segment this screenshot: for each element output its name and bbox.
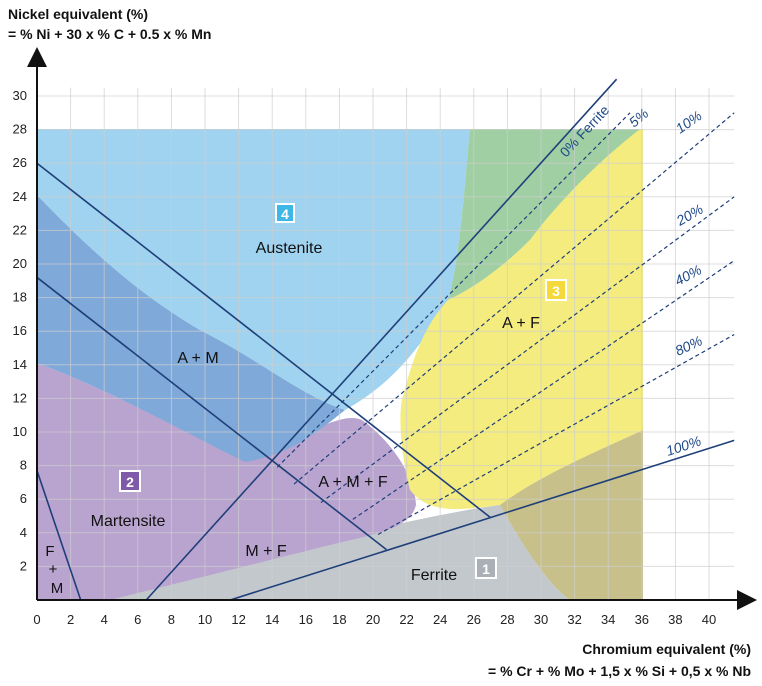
y-tick-label: 16 <box>13 323 27 338</box>
y-tick-label: 10 <box>13 424 27 439</box>
x-tick-label: 18 <box>332 612 346 627</box>
x-tick-label: 28 <box>500 612 514 627</box>
ferrite-line-1 <box>276 112 631 468</box>
badge-martensite <box>119 470 141 492</box>
x-tick-label: 12 <box>231 612 245 627</box>
badge-austenite-number: 4 <box>281 206 289 222</box>
label-austenite: Austenite <box>256 240 323 257</box>
label-10-percent: 10% <box>673 107 705 136</box>
badge-ferrite-number: 1 <box>482 561 490 577</box>
y-tick-label: 18 <box>13 290 27 305</box>
y-tick-label: 26 <box>13 155 27 170</box>
label-40-percent: 40% <box>672 261 704 288</box>
ferrite-line-3 <box>320 196 735 504</box>
x-tick-label: 6 <box>134 612 141 627</box>
ferrite-line-6 <box>229 439 735 601</box>
x-tick-label: 34 <box>601 612 615 627</box>
badge-ferrite <box>475 557 497 579</box>
x-axis-title-line1: Chromium equivalent (%) <box>582 641 751 657</box>
y-tick-label: 28 <box>13 122 27 137</box>
ferrite-olive-zone <box>500 430 643 600</box>
badge-martensite-number: 2 <box>126 474 134 490</box>
label-martensite-ferrite: M + F <box>245 543 287 560</box>
ferrite-line-0 <box>145 78 618 601</box>
label-austenite-martensite-ferrite: A + M + F <box>318 474 388 491</box>
x-tick-label: 2 <box>67 612 74 627</box>
austenite-zone <box>37 129 470 410</box>
boundary-line-austenite-martensite-lower <box>36 276 387 551</box>
y-tick-label: 20 <box>13 256 27 271</box>
x-tick-label: 22 <box>399 612 413 627</box>
x-tick-label: 20 <box>366 612 380 627</box>
x-tick-label: 14 <box>265 612 279 627</box>
boundary-line-austenite-martensite-upper <box>36 162 492 519</box>
x-ticks-layer: 0 2 4 6 8 10 12 14 16 18 20 22 24 26 28 30 32 34 36 38 40 <box>33 612 716 627</box>
y-tick-label: 4 <box>20 525 27 540</box>
badge-austenite-ferrite-number: 3 <box>552 283 560 299</box>
label-austenite-martensite: A + M <box>177 350 218 367</box>
x-axis-title-line2: = % Cr + % Mo + 1,5 x % Si + 0,5 x % Nb <box>488 663 751 679</box>
ferrite-line-5 <box>377 334 735 536</box>
y-tick-label: 30 <box>13 88 27 103</box>
x-tick-label: 24 <box>433 612 447 627</box>
label-100-percent: 100% <box>664 433 703 459</box>
ferrite-lines-layer <box>145 78 735 601</box>
badge-austenite-ferrite <box>545 279 567 301</box>
y-tick-label: 8 <box>20 458 27 473</box>
x-tick-label: 40 <box>702 612 716 627</box>
boundary-lines-layer <box>36 162 492 601</box>
y-axis-title-line2: = % Ni + 30 x % C + 0.5 x % Mn <box>8 26 211 42</box>
label-fm-line2: + <box>49 561 58 578</box>
x-tick-label: 16 <box>299 612 313 627</box>
y-tick-label: 6 <box>20 491 27 506</box>
x-tick-label: 8 <box>168 612 175 627</box>
regions-layer <box>37 129 643 600</box>
label-martensite: Martensite <box>91 513 166 530</box>
austenite-martensite-zone <box>37 195 345 462</box>
y-tick-label: 22 <box>13 222 27 237</box>
y-tick-label: 14 <box>13 357 27 372</box>
region-labels: 4 Austenite 2 Martensite 3 A + F 1 Ferri… <box>45 203 567 597</box>
ferrite-line-2 <box>293 112 735 485</box>
x-tick-label: 0 <box>33 612 40 627</box>
x-tick-label: 26 <box>467 612 481 627</box>
label-fm-line1: F <box>45 543 54 560</box>
x-tick-label: 36 <box>635 612 649 627</box>
x-tick-label: 38 <box>668 612 682 627</box>
y-tick-label: 2 <box>20 558 27 573</box>
badge-austenite <box>275 203 295 223</box>
y-tick-label: 24 <box>13 189 27 204</box>
x-tick-label: 4 <box>101 612 108 627</box>
label-austenite-ferrite: A + F <box>502 315 540 332</box>
y-axis-title-line1: Nickel equivalent (%) <box>8 6 148 22</box>
x-tick-label: 10 <box>198 612 212 627</box>
label-80-percent: 80% <box>673 332 705 358</box>
label-ferrite: Ferrite <box>411 567 457 584</box>
x-tick-label: 32 <box>567 612 581 627</box>
label-5-percent: 5% <box>626 105 652 130</box>
y-tick-label: 12 <box>13 390 27 405</box>
label-20-percent: 20% <box>673 201 706 229</box>
austenite-ferrite-zone <box>400 129 643 510</box>
label-fm-line3: M <box>51 580 64 597</box>
x-tick-label: 30 <box>534 612 548 627</box>
martensite-zone <box>37 363 416 600</box>
boundary-line-martensite-fm <box>36 470 82 601</box>
grid-layer <box>37 87 735 600</box>
